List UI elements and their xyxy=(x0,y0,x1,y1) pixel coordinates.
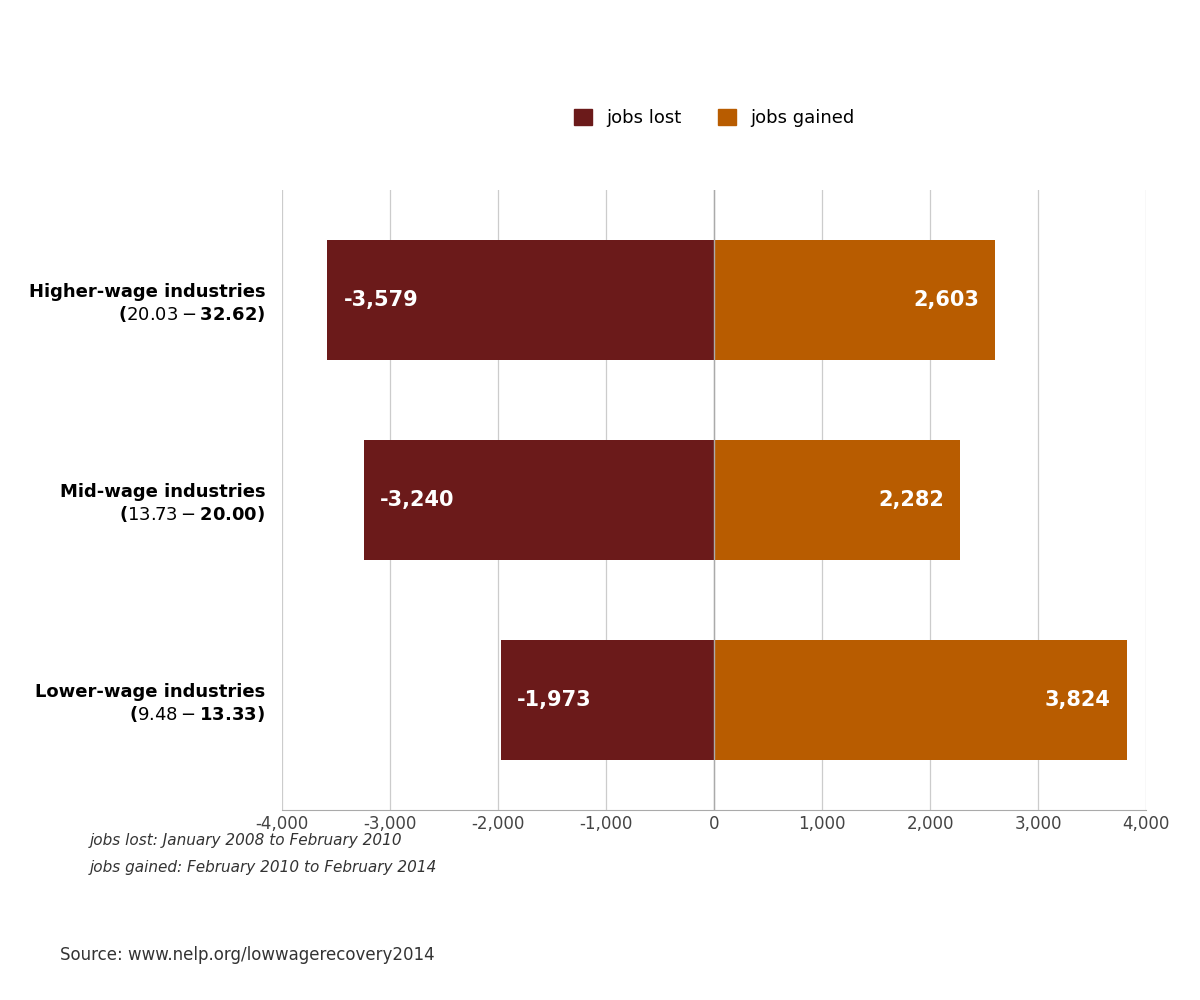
Text: 3,824: 3,824 xyxy=(1045,690,1111,710)
Text: -3,579: -3,579 xyxy=(343,290,419,310)
Text: jobs gained: February 2010 to February 2014: jobs gained: February 2010 to February 2… xyxy=(90,860,437,875)
Bar xyxy=(328,240,714,360)
Text: 2,282: 2,282 xyxy=(878,490,944,510)
Bar xyxy=(714,240,995,360)
Text: Net Change in Private Sector Employment (in thousands): Net Change in Private Sector Employment … xyxy=(222,24,978,50)
Legend: jobs lost, jobs gained: jobs lost, jobs gained xyxy=(565,100,863,136)
Bar xyxy=(714,440,960,560)
Text: -1,973: -1,973 xyxy=(517,690,592,710)
Bar xyxy=(714,640,1127,760)
Text: Source: www.nelp.org/lowwagerecovery2014: Source: www.nelp.org/lowwagerecovery2014 xyxy=(60,946,434,964)
Bar xyxy=(500,640,714,760)
Text: 2,603: 2,603 xyxy=(913,290,979,310)
Text: -3,240: -3,240 xyxy=(380,490,455,510)
Text: jobs lost: January 2008 to February 2010: jobs lost: January 2008 to February 2010 xyxy=(90,833,403,848)
Bar xyxy=(364,440,714,560)
